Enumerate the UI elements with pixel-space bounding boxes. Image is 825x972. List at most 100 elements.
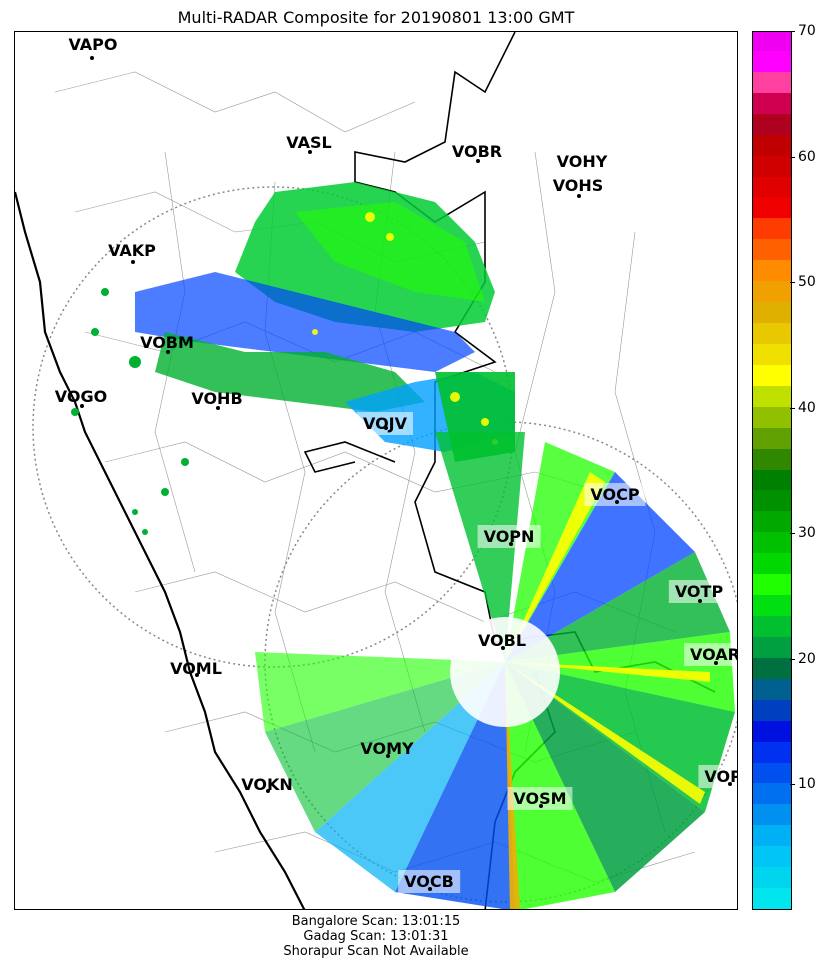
station-marker-icon — [216, 406, 220, 410]
station-marker-icon — [509, 542, 513, 546]
colorbar-segment — [753, 50, 791, 72]
station-marker-icon — [539, 804, 543, 808]
colorbar-segment — [753, 887, 791, 909]
colorbar-segment — [753, 32, 791, 51]
station-marker-icon — [501, 646, 505, 650]
station-label: VOSM — [507, 787, 573, 810]
station-label: VAKP — [108, 241, 156, 260]
station-marker-icon — [384, 426, 388, 430]
colorbar-segment — [753, 343, 791, 365]
colorbar-segment — [753, 678, 791, 700]
station-label: VOMY — [360, 739, 414, 758]
station-label: VOAR — [684, 643, 737, 666]
colorbar-segment — [753, 238, 791, 261]
colorbar-segment — [753, 196, 791, 219]
colorbar-segment — [753, 782, 791, 805]
station-label: VAPO — [68, 35, 118, 54]
colorbar-segment — [753, 866, 791, 889]
colorbar-segment — [753, 448, 791, 470]
station-label: VOML — [170, 659, 222, 678]
colorbar-segment — [753, 699, 791, 721]
gadag-radar-echoes — [71, 182, 515, 535]
station-label: VOHS — [552, 176, 604, 195]
colorbar-segment — [753, 594, 791, 616]
radar-map: VAPO VASL VOBR VOHY VOHS VAKP VOBM VOGO VOHB VOJV… — [14, 31, 738, 910]
colorbar-segment — [753, 636, 791, 658]
station-marker-icon — [698, 599, 702, 603]
colorbar-segment — [753, 615, 791, 637]
bangalore-radar-echoes — [255, 432, 735, 909]
colorbar-segment — [753, 427, 791, 449]
colorbar-segment — [753, 510, 791, 533]
colorbar-segment — [753, 720, 791, 742]
gadag-scan-text: Gadag Scan: 13:01:31 — [303, 929, 449, 944]
station-marker-icon — [428, 887, 432, 891]
colorbar-tick-label: 60 — [790, 149, 816, 165]
colorbar-segment — [753, 406, 791, 428]
colorbar-segment — [753, 259, 791, 282]
station-label: VOTP — [668, 580, 730, 603]
station-marker-icon — [714, 661, 718, 665]
bangalore-scan-text: Bangalore Scan: 13:01:15 — [291, 914, 461, 929]
colorbar-segment — [753, 531, 791, 554]
colorbar-segment — [753, 71, 791, 93]
colorbar — [752, 31, 792, 910]
station-marker-icon — [577, 194, 581, 198]
station-label: VOBM — [140, 333, 194, 352]
colorbar-tick-label: 70 — [790, 23, 816, 39]
colorbar-segment — [753, 155, 791, 177]
colorbar-segment — [753, 741, 791, 763]
colorbar-tick-label: 30 — [790, 525, 816, 541]
station-label: VOCB — [398, 870, 460, 893]
colorbar-segment — [753, 217, 791, 240]
station-label: VOBL — [477, 631, 527, 650]
station-label: VOPC — [698, 765, 737, 788]
station-label: VOPN — [477, 525, 541, 548]
colorbar-segment — [753, 385, 791, 407]
station-label: VOGO — [54, 387, 108, 406]
colorbar-tick-label: 50 — [790, 274, 816, 290]
station-marker-icon — [266, 789, 270, 793]
station-label: VASL — [286, 133, 332, 152]
colorbar-segment — [753, 92, 791, 114]
scan-info: Bangalore Scan: 13:01:15 Gadag Scan: 13:… — [14, 914, 738, 959]
station-marker-icon — [90, 56, 94, 60]
station-marker-icon — [80, 404, 84, 408]
colorbar-segment — [753, 176, 791, 198]
shorapur-scan-text: Shorapur Scan Not Available — [283, 944, 469, 959]
station-label: VOJV — [356, 412, 414, 435]
colorbar-segment — [753, 113, 791, 135]
colorbar-segment — [753, 364, 791, 386]
station-label: VOCP — [584, 483, 646, 506]
station-marker-icon — [131, 260, 135, 264]
colorbar-segment — [753, 762, 791, 784]
coastline — [15, 191, 306, 909]
station-marker-icon — [728, 782, 732, 786]
station-label: VOHY — [556, 152, 608, 171]
station-marker-icon — [386, 754, 390, 758]
station-label: VOHB — [191, 389, 243, 408]
colorbar-segment — [753, 280, 791, 303]
colorbar-segment — [753, 845, 791, 868]
station-marker-icon — [476, 159, 480, 163]
station-marker-icon — [195, 673, 199, 677]
colorbar-segment — [753, 803, 791, 826]
colorbar-segment — [753, 469, 791, 491]
colorbar-segment — [753, 301, 791, 323]
colorbar-tick-label: 20 — [790, 651, 816, 667]
colorbar-segment — [753, 573, 791, 596]
station-marker-icon — [615, 500, 619, 504]
radar-composite-map — [15, 32, 737, 909]
colorbar-segment — [753, 552, 791, 575]
colorbar-segment — [753, 657, 791, 679]
station-marker-icon — [166, 350, 170, 354]
colorbar-segment — [753, 134, 791, 156]
colorbar-tick-label: 10 — [790, 776, 816, 792]
colorbar-segment — [753, 824, 791, 847]
map-title: Multi-RADAR Composite for 20190801 13:00… — [177, 8, 575, 27]
colorbar-tick-label: 40 — [790, 400, 816, 416]
colorbar-segment — [753, 489, 791, 512]
station-label: VOKN — [241, 775, 293, 794]
station-label: VOBR — [451, 142, 503, 161]
station-marker-icon — [308, 150, 312, 154]
